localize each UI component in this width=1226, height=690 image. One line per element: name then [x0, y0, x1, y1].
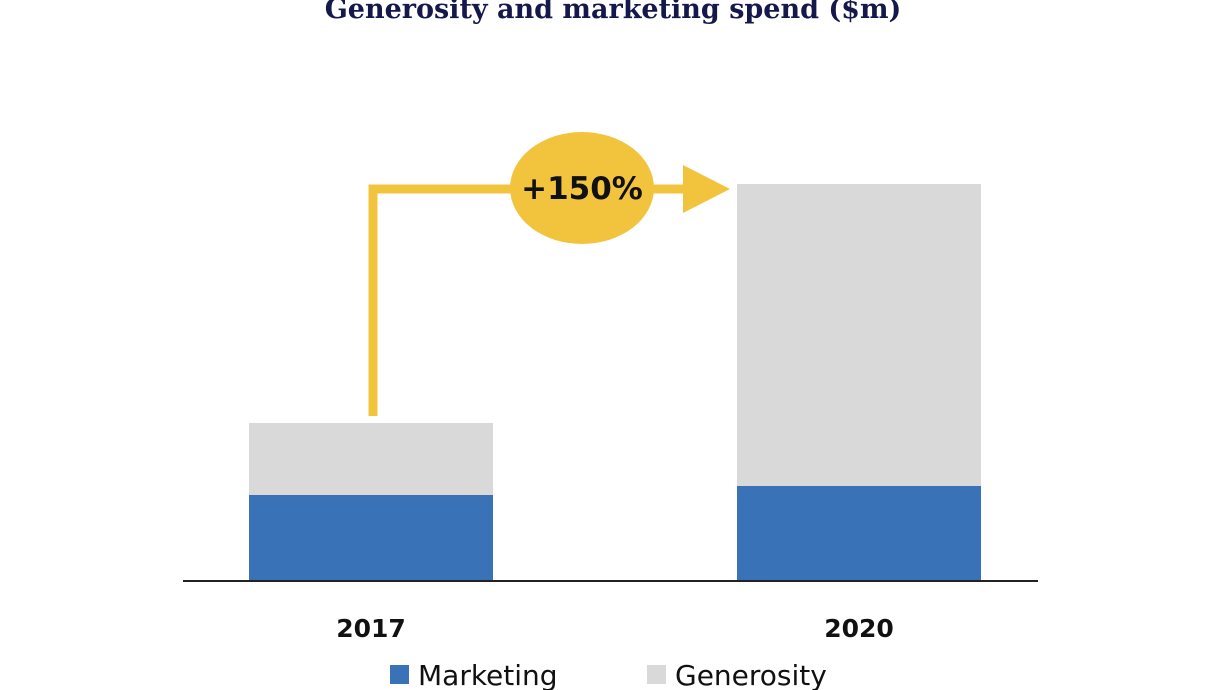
bar-marketing-2017 [249, 495, 493, 580]
bar-marketing-2020 [737, 486, 981, 580]
legend-swatch-marketing [390, 665, 409, 684]
legend-label-generosity: Generosity [675, 659, 827, 690]
legend-label-marketing: Marketing [418, 659, 558, 690]
bar-generosity-2017 [249, 423, 493, 495]
x-tick-label-2020: 2020 [824, 614, 894, 643]
growth-callout-badge [510, 132, 654, 244]
legend-swatch-generosity [647, 665, 666, 684]
bar-generosity-2020 [737, 184, 981, 486]
growth-callout-label: +150% [521, 171, 643, 207]
x-tick-label-2017: 2017 [336, 614, 406, 643]
chart-title: Generosity and marketing spend ($m) [324, 0, 902, 25]
growth-arrow-head [683, 165, 730, 213]
